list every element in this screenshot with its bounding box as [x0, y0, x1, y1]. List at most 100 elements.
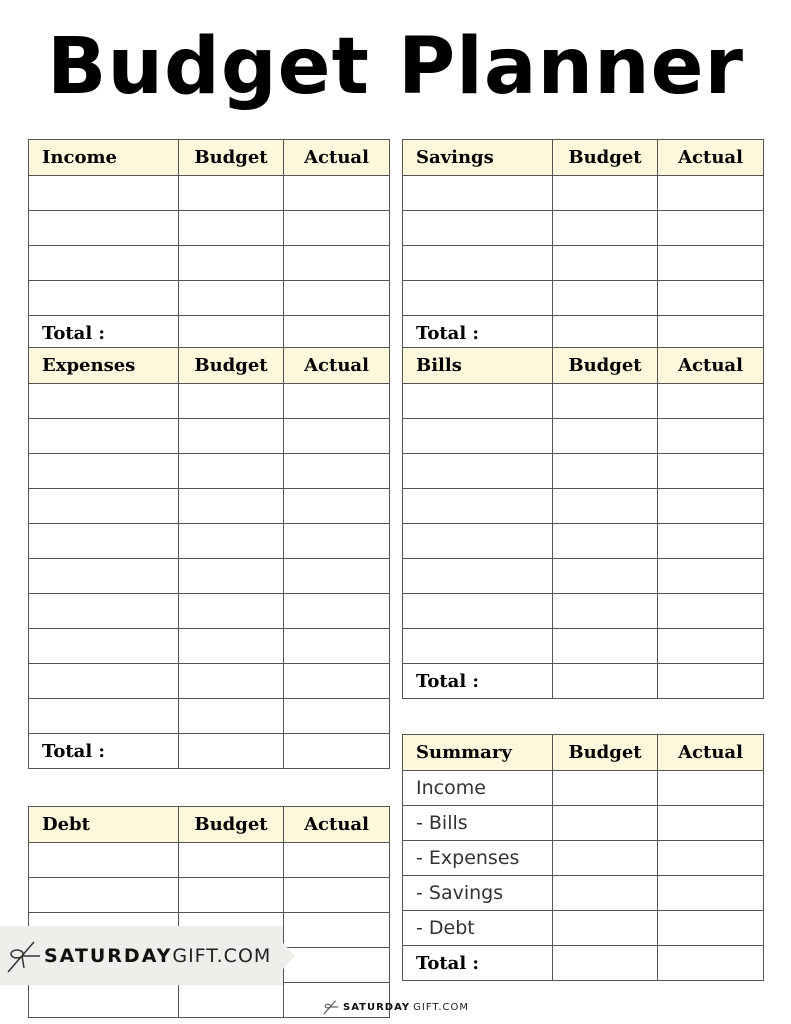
- bills-row-label[interactable]: [402, 593, 553, 629]
- bills-row-label[interactable]: [402, 628, 553, 664]
- summary-actual-cell[interactable]: [657, 875, 764, 911]
- summary-row-label[interactable]: Income: [402, 770, 553, 806]
- savings-total-budget-cell[interactable]: [552, 315, 658, 351]
- savings-budget-cell[interactable]: [552, 245, 658, 281]
- income-actual-cell[interactable]: [283, 280, 390, 316]
- expenses-row-label[interactable]: [28, 418, 179, 454]
- expenses-row-label[interactable]: [28, 593, 179, 629]
- savings-total-actual-cell[interactable]: [657, 315, 764, 351]
- debt-total-actual-cell[interactable]: [283, 982, 390, 1018]
- bills-actual-cell[interactable]: [657, 453, 764, 489]
- expenses-row-label[interactable]: [28, 453, 179, 489]
- bills-budget-cell[interactable]: [552, 383, 658, 419]
- expenses-budget-cell[interactable]: [178, 453, 284, 489]
- expenses-row-label[interactable]: [28, 523, 179, 559]
- expenses-actual-cell[interactable]: [283, 488, 390, 524]
- savings-row-label[interactable]: [402, 175, 553, 211]
- bills-row-label[interactable]: [402, 488, 553, 524]
- savings-actual-cell[interactable]: [657, 210, 764, 246]
- summary-row-label[interactable]: - Bills: [402, 805, 553, 841]
- expenses-budget-cell[interactable]: [178, 593, 284, 629]
- bills-actual-cell[interactable]: [657, 383, 764, 419]
- savings-budget-cell[interactable]: [552, 210, 658, 246]
- summary-budget-cell[interactable]: [552, 910, 658, 946]
- summary-actual-cell[interactable]: [657, 840, 764, 876]
- bills-budget-cell[interactable]: [552, 453, 658, 489]
- savings-budget-cell[interactable]: [552, 280, 658, 316]
- bills-budget-cell[interactable]: [552, 628, 658, 664]
- income-actual-cell[interactable]: [283, 175, 390, 211]
- expenses-total-budget-cell[interactable]: [178, 733, 284, 769]
- expenses-row-label[interactable]: [28, 628, 179, 664]
- summary-budget-cell[interactable]: [552, 875, 658, 911]
- income-total-budget-cell[interactable]: [178, 315, 284, 351]
- expenses-budget-cell[interactable]: [178, 488, 284, 524]
- summary-actual-cell[interactable]: [657, 910, 764, 946]
- income-row-label[interactable]: [28, 245, 179, 281]
- debt-actual-cell[interactable]: [283, 947, 390, 983]
- summary-row-label[interactable]: - Debt: [402, 910, 553, 946]
- bills-actual-cell[interactable]: [657, 523, 764, 559]
- expenses-budget-cell[interactable]: [178, 628, 284, 664]
- expenses-row-label[interactable]: [28, 488, 179, 524]
- bills-row-label[interactable]: [402, 453, 553, 489]
- savings-actual-cell[interactable]: [657, 280, 764, 316]
- expenses-row-label[interactable]: [28, 383, 179, 419]
- debt-row-label[interactable]: [28, 842, 179, 878]
- bills-row-label[interactable]: [402, 418, 553, 454]
- savings-row-label[interactable]: [402, 245, 553, 281]
- expenses-budget-cell[interactable]: [178, 558, 284, 594]
- debt-budget-cell[interactable]: [178, 842, 284, 878]
- debt-actual-cell[interactable]: [283, 842, 390, 878]
- income-budget-cell[interactable]: [178, 210, 284, 246]
- income-row-label[interactable]: [28, 280, 179, 316]
- expenses-actual-cell[interactable]: [283, 628, 390, 664]
- expenses-actual-cell[interactable]: [283, 593, 390, 629]
- debt-row-label[interactable]: [28, 877, 179, 913]
- expenses-row-label[interactable]: [28, 558, 179, 594]
- savings-actual-cell[interactable]: [657, 175, 764, 211]
- income-budget-cell[interactable]: [178, 245, 284, 281]
- income-total-actual-cell[interactable]: [283, 315, 390, 351]
- income-row-label[interactable]: [28, 210, 179, 246]
- bills-row-label[interactable]: [402, 523, 553, 559]
- debt-actual-cell[interactable]: [283, 912, 390, 948]
- summary-budget-cell[interactable]: [552, 770, 658, 806]
- bills-total-budget-cell[interactable]: [552, 663, 658, 699]
- bills-actual-cell[interactable]: [657, 558, 764, 594]
- bills-row-label[interactable]: [402, 383, 553, 419]
- bills-actual-cell[interactable]: [657, 418, 764, 454]
- income-budget-cell[interactable]: [178, 280, 284, 316]
- savings-budget-cell[interactable]: [552, 175, 658, 211]
- income-budget-cell[interactable]: [178, 175, 284, 211]
- bills-budget-cell[interactable]: [552, 488, 658, 524]
- summary-total-actual-cell[interactable]: [657, 945, 764, 981]
- expenses-actual-cell[interactable]: [283, 453, 390, 489]
- expenses-budget-cell[interactable]: [178, 383, 284, 419]
- savings-row-label[interactable]: [402, 210, 553, 246]
- income-row-label[interactable]: [28, 175, 179, 211]
- expenses-actual-cell[interactable]: [283, 418, 390, 454]
- debt-budget-cell[interactable]: [178, 877, 284, 913]
- bills-budget-cell[interactable]: [552, 593, 658, 629]
- expenses-actual-cell[interactable]: [283, 383, 390, 419]
- expenses-total-actual-cell[interactable]: [283, 733, 390, 769]
- bills-actual-cell[interactable]: [657, 628, 764, 664]
- bills-total-actual-cell[interactable]: [657, 663, 764, 699]
- summary-row-label[interactable]: - Expenses: [402, 840, 553, 876]
- expenses-budget-cell[interactable]: [178, 523, 284, 559]
- expenses-budget-cell[interactable]: [178, 698, 284, 734]
- expenses-actual-cell[interactable]: [283, 558, 390, 594]
- expenses-row-label[interactable]: [28, 698, 179, 734]
- bills-actual-cell[interactable]: [657, 488, 764, 524]
- bills-row-label[interactable]: [402, 558, 553, 594]
- expenses-row-label[interactable]: [28, 663, 179, 699]
- summary-row-label[interactable]: - Savings: [402, 875, 553, 911]
- bills-actual-cell[interactable]: [657, 593, 764, 629]
- summary-actual-cell[interactable]: [657, 805, 764, 841]
- bills-budget-cell[interactable]: [552, 418, 658, 454]
- expenses-budget-cell[interactable]: [178, 663, 284, 699]
- summary-budget-cell[interactable]: [552, 805, 658, 841]
- debt-actual-cell[interactable]: [283, 877, 390, 913]
- income-actual-cell[interactable]: [283, 210, 390, 246]
